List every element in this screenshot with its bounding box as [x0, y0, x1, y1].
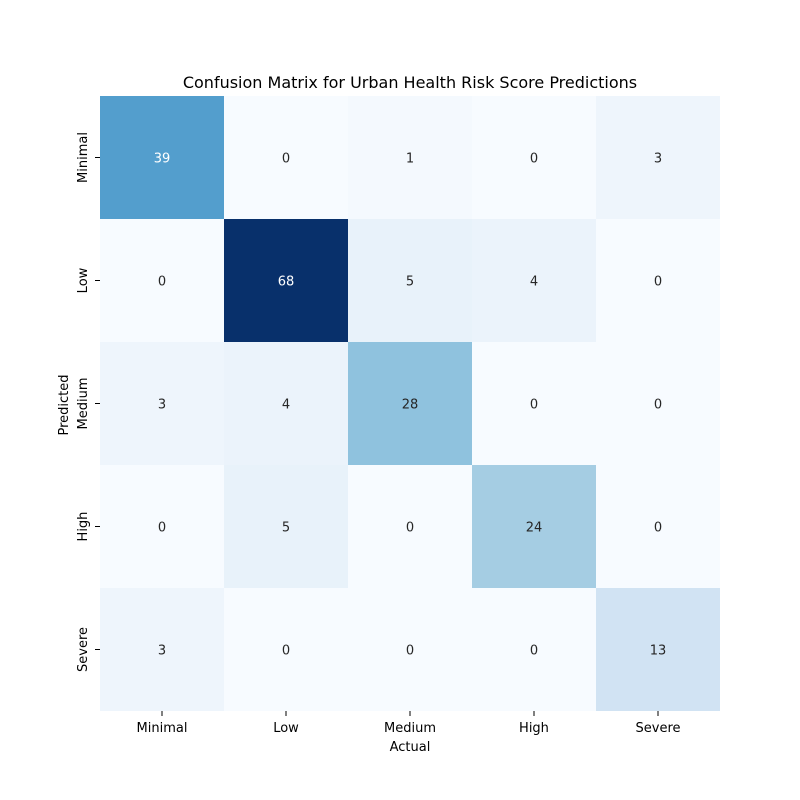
cell-value-label: 3: [158, 644, 166, 659]
cell-value-label: 68: [278, 275, 295, 290]
cell-value-label: 0: [530, 152, 538, 167]
heatmap-cell: [100, 342, 224, 465]
x-tick-label: Severe: [636, 721, 681, 736]
cell-value-label: 4: [282, 398, 290, 413]
x-tick-label: Minimal: [137, 721, 188, 736]
cell-value-label: 0: [654, 398, 662, 413]
heatmap-cell: [596, 96, 720, 219]
heatmap-cell: [224, 219, 348, 342]
chart-title: Confusion Matrix for Urban Health Risk S…: [183, 73, 637, 92]
heatmap-cell: [348, 342, 472, 465]
heatmap-cell: [224, 96, 348, 219]
cell-value-label: 0: [158, 275, 166, 290]
heatmap-cells: 39 0 1 0 3 0 68 5 4 0 3 4 28 0 0 0 5 0 24 0 3 0 0 0 13: [100, 96, 720, 711]
heatmap-cell: [472, 588, 596, 711]
heatmap-cell: [348, 219, 472, 342]
x-tick-label: Low: [273, 721, 299, 736]
cell-value-label: 0: [282, 152, 290, 167]
heatmap-cell: [348, 588, 472, 711]
heatmap-cell: [224, 588, 348, 711]
cell-value-label: 39: [154, 152, 171, 167]
y-tick-label: High: [76, 512, 91, 542]
heatmap-cell: [348, 96, 472, 219]
cell-value-label: 0: [530, 644, 538, 659]
heatmap-cell: [100, 465, 224, 588]
heatmap-cell: [596, 342, 720, 465]
heatmap-cell: [596, 588, 720, 711]
heatmap-cell: [100, 96, 224, 219]
cell-value-label: 0: [654, 521, 662, 536]
y-tick-label: Severe: [76, 627, 91, 672]
heatmap-cell: [596, 219, 720, 342]
cell-value-label: 5: [406, 275, 414, 290]
heatmap-cell: [224, 342, 348, 465]
cell-value-label: 4: [530, 275, 538, 290]
cell-value-label: 5: [282, 521, 290, 536]
heatmap-cell: [472, 219, 596, 342]
heatmap-cell: [596, 465, 720, 588]
heatmap-cell: [472, 342, 596, 465]
heatmap-cell: [100, 588, 224, 711]
x-axis-label: Actual: [390, 740, 431, 755]
cell-value-label: 0: [406, 644, 414, 659]
heatmap-cell: [100, 219, 224, 342]
cell-value-label: 1: [406, 152, 414, 167]
x-axis-ticks: Minimal Low Medium High Severe: [137, 711, 681, 736]
x-tick-label: Medium: [384, 721, 436, 736]
cell-value-label: 0: [282, 644, 290, 659]
cell-value-label: 28: [402, 398, 419, 413]
y-tick-label: Minimal: [76, 132, 91, 183]
cell-value-label: 0: [530, 398, 538, 413]
y-axis-ticks: Minimal Low Medium High Severe: [76, 132, 100, 672]
heatmap-cell: [224, 465, 348, 588]
cell-value-label: 0: [654, 275, 662, 290]
cell-value-label: 24: [526, 521, 543, 536]
cell-value-label: 0: [158, 521, 166, 536]
cell-value-label: 0: [406, 521, 414, 536]
y-tick-label: Low: [76, 267, 91, 293]
cell-value-label: 3: [654, 152, 662, 167]
heatmap-cell: [472, 465, 596, 588]
cell-value-label: 3: [158, 398, 166, 413]
y-tick-label: Medium: [76, 378, 91, 430]
heatmap-cell: [348, 465, 472, 588]
cell-value-label: 13: [650, 644, 667, 659]
heatmap-cell: [472, 96, 596, 219]
y-axis-label: Predicted: [57, 374, 72, 435]
x-tick-label: High: [519, 721, 549, 736]
